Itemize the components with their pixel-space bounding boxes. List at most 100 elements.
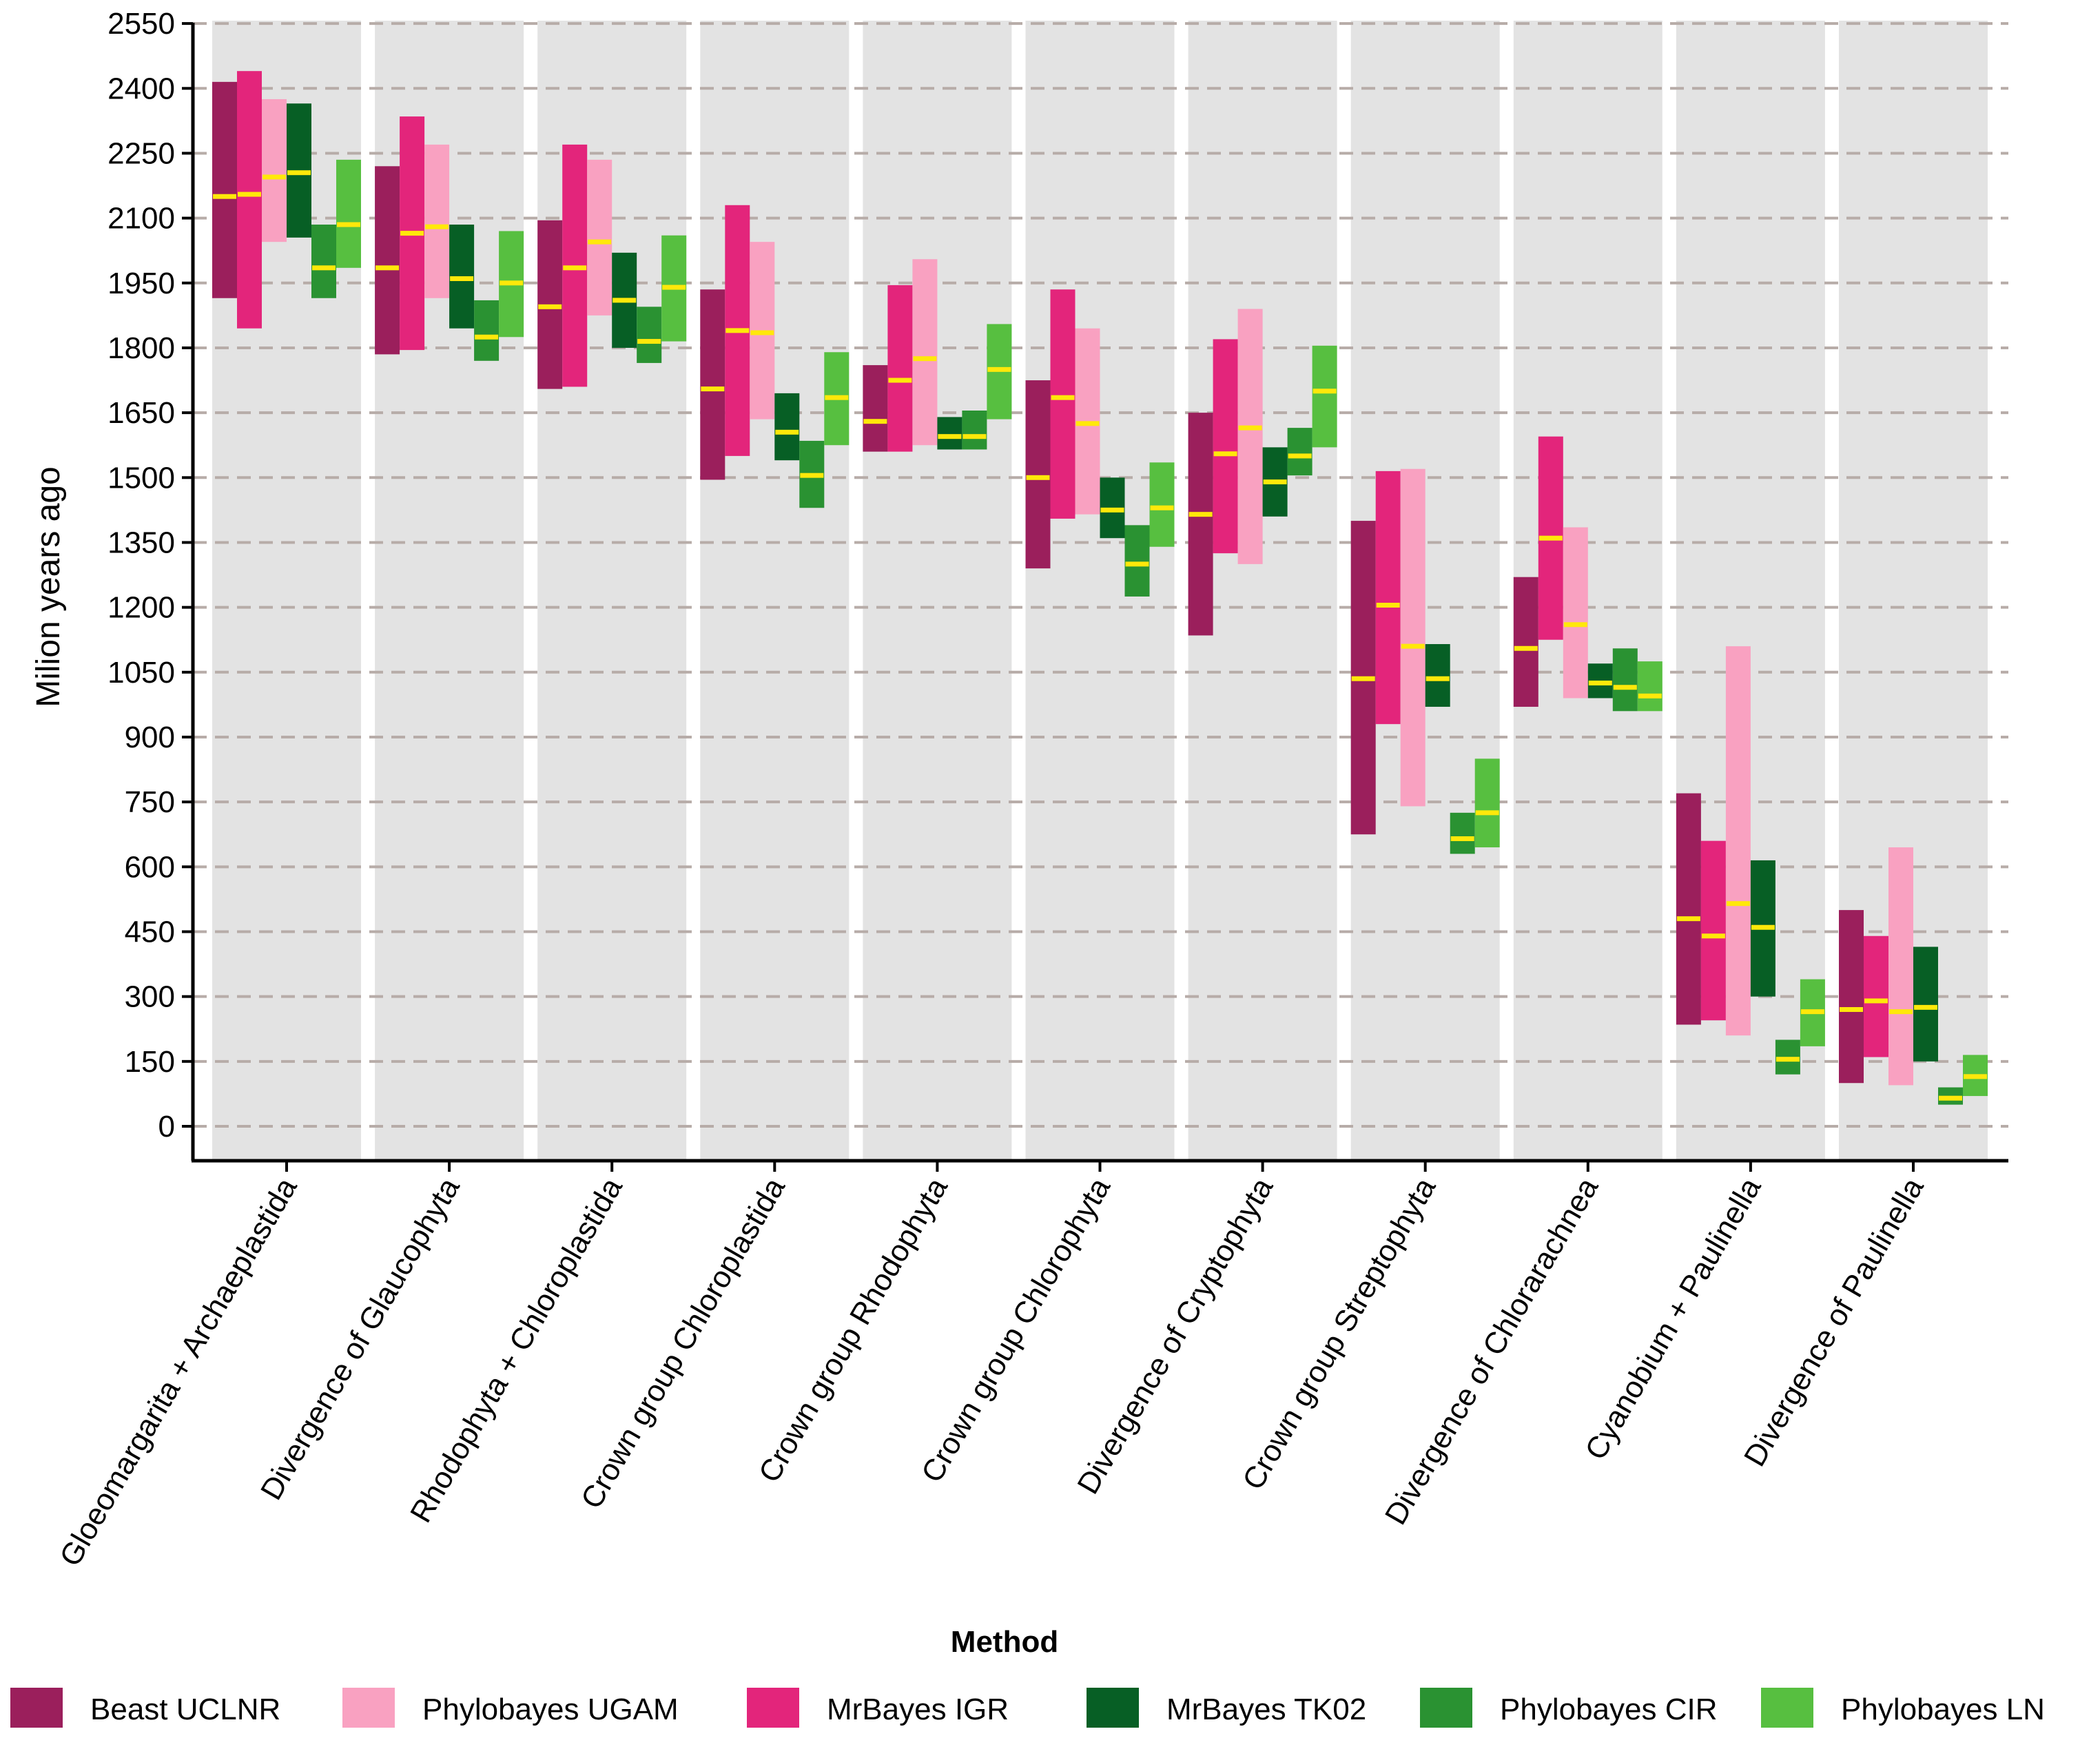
y-tick-label: 1200 xyxy=(107,591,175,625)
median-marker xyxy=(1288,453,1312,459)
range-bar xyxy=(1563,527,1588,699)
median-marker xyxy=(725,328,750,333)
range-bar xyxy=(962,410,987,450)
range-bar xyxy=(424,144,450,298)
y-tick-label: 2400 xyxy=(107,72,175,105)
range-bar xyxy=(1637,661,1662,712)
median-marker xyxy=(425,224,449,229)
range-bar xyxy=(1676,793,1701,1025)
y-tick-label: 1500 xyxy=(107,461,175,495)
range-bar xyxy=(1124,525,1150,597)
range-bar xyxy=(311,225,336,298)
legend-item: MrBayes IGR xyxy=(747,1688,1009,1728)
range-bar xyxy=(863,365,888,452)
range-bar xyxy=(1513,577,1538,707)
range-bar xyxy=(1375,470,1401,725)
median-marker xyxy=(1450,836,1474,842)
median-marker xyxy=(612,298,637,303)
median-marker xyxy=(400,231,424,236)
legend-label: MrBayes IGR xyxy=(827,1693,1009,1726)
range-bars xyxy=(212,71,1988,1105)
legend-swatch xyxy=(1420,1688,1472,1728)
range-bar xyxy=(1213,339,1238,554)
range-bar xyxy=(1425,644,1450,707)
legend-swatch xyxy=(342,1688,395,1728)
range-bar xyxy=(887,285,913,452)
median-marker xyxy=(1939,1095,1962,1101)
y-tick-label: 1650 xyxy=(107,396,175,430)
category-band xyxy=(1025,21,1175,1161)
x-category-label: Cyanobium + Paulinella xyxy=(1578,1172,1767,1465)
legend-label: Phylobayes CIR xyxy=(1500,1693,1717,1726)
legend-item: Phylobayes LN xyxy=(1761,1688,2045,1728)
y-tick-label: 1050 xyxy=(107,656,175,690)
median-marker xyxy=(1150,505,1174,510)
range-bar xyxy=(1888,847,1913,1086)
median-marker xyxy=(1840,1006,1863,1012)
legend-label: Beast UCLNR xyxy=(90,1693,280,1726)
legend-swatch xyxy=(1761,1688,1813,1728)
median-marker xyxy=(1775,1057,1800,1062)
legend: Beast UCLNR Phylobayes UGAM MrBayes IGR MrB… xyxy=(10,1688,2045,1728)
y-tick-label: 300 xyxy=(125,980,175,1014)
median-marker xyxy=(1538,535,1563,541)
range-bar xyxy=(1612,648,1638,712)
range-bar xyxy=(375,166,400,355)
range-bar xyxy=(1287,428,1312,476)
median-marker xyxy=(1726,901,1750,907)
median-marker xyxy=(1125,561,1149,567)
range-bar xyxy=(937,417,962,450)
median-marker xyxy=(1514,645,1538,651)
median-marker xyxy=(913,356,937,362)
median-marker xyxy=(262,174,286,180)
median-marker xyxy=(775,429,799,435)
legend-label: Phylobayes LN xyxy=(1841,1693,2045,1726)
y-tick-label: 2100 xyxy=(107,202,175,236)
range-bar xyxy=(1400,468,1425,807)
range-bar xyxy=(1474,758,1500,848)
median-marker xyxy=(825,395,849,400)
median-marker xyxy=(863,419,887,424)
median-marker xyxy=(1563,622,1587,628)
median-marker xyxy=(1475,810,1499,816)
y-tick-label: 2250 xyxy=(107,136,175,170)
range-bar xyxy=(1312,345,1337,448)
median-marker xyxy=(312,265,336,271)
median-marker xyxy=(1263,479,1287,485)
median-marker xyxy=(588,239,612,245)
median-marker xyxy=(1588,681,1612,686)
median-marker xyxy=(938,434,962,439)
x-category-label: Gloeomargarita + Archaeplastida xyxy=(53,1172,304,1572)
range-bar xyxy=(237,71,262,329)
median-marker xyxy=(287,170,311,176)
median-marker xyxy=(375,265,400,271)
range-bar xyxy=(774,393,800,461)
y-tick-label: 2550 xyxy=(107,7,175,41)
median-marker xyxy=(1964,1074,1987,1079)
median-marker xyxy=(1213,451,1237,457)
legend-item: MrBayes TK02 xyxy=(1087,1688,1366,1728)
range-bar xyxy=(1025,380,1051,569)
median-marker xyxy=(475,334,499,340)
median-marker xyxy=(1613,685,1637,690)
median-marker xyxy=(1638,693,1662,699)
y-tick-label: 1350 xyxy=(107,526,175,559)
median-marker xyxy=(1312,389,1337,394)
y-axis-title: Milion years ago xyxy=(30,466,67,707)
range-bar xyxy=(1913,946,1938,1062)
range-bar xyxy=(912,259,938,446)
median-marker xyxy=(1376,603,1400,608)
legend-swatch xyxy=(747,1688,799,1728)
median-marker xyxy=(563,265,587,271)
median-marker xyxy=(213,194,236,199)
median-marker xyxy=(1401,643,1425,649)
median-marker xyxy=(800,473,824,478)
x-category-label: Divergence of Paulinella xyxy=(1738,1172,1931,1472)
range-bar xyxy=(1050,289,1075,519)
median-marker xyxy=(1676,916,1700,922)
legend-swatch xyxy=(1087,1688,1139,1728)
median-marker xyxy=(538,304,562,309)
y-axis-ticks: 0 150 300 450 600 750 900 1050 1200 1350 1500 1650 1… xyxy=(107,7,193,1144)
range-bar xyxy=(1725,646,1751,1036)
